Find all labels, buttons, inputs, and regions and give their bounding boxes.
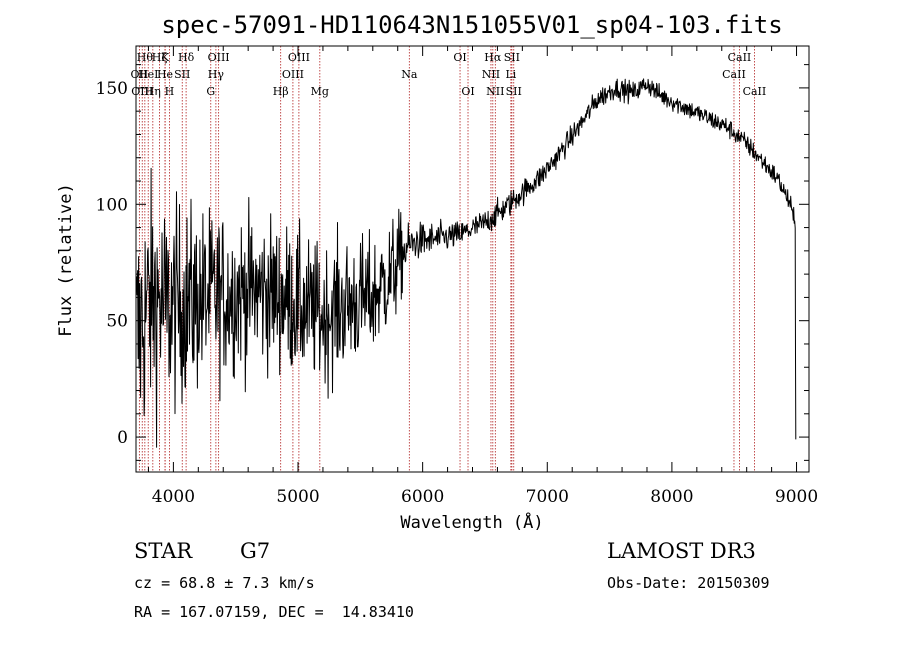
spectral-line-label: Mg: [311, 85, 329, 98]
spectral-line-label: OIII: [288, 51, 310, 64]
obs-date: Obs-Date: 20150309: [607, 574, 770, 592]
spectral-line-label: SII: [506, 85, 522, 98]
spectral-line-label: Hθ: [137, 51, 154, 64]
spectral-line-label: SII: [174, 68, 190, 81]
spectral-line-label: HeI: [138, 68, 158, 81]
chart-title: spec-57091-HD110643N151055V01_sp04-103.f…: [161, 11, 782, 39]
spectral-line-label: SII: [504, 51, 520, 64]
y-axis-label: Flux (relative): [56, 183, 76, 337]
spectral-line-label: NII: [486, 85, 504, 98]
x-axis-label: Wavelength (Å): [400, 511, 543, 533]
x-tick-label: 9000: [775, 487, 818, 507]
spectral-line-label: Hβ: [273, 85, 289, 98]
spectral-line-label: Hη: [145, 85, 161, 98]
object-type: STAR: [134, 539, 193, 563]
spectral-line-label: CaII: [728, 51, 752, 64]
y-tick-label: 100: [96, 195, 128, 215]
spectral-line-label: OIII: [282, 68, 304, 81]
x-tick-label: 6000: [401, 487, 444, 507]
spectral-line-label: Li: [505, 68, 516, 81]
survey-name: LAMOST DR3: [607, 539, 756, 563]
spectral-line-label: He: [157, 68, 173, 81]
spectral-line-label: Na: [401, 68, 418, 81]
redshift-cz: cz = 68.8 ± 7.3 km/s: [134, 574, 315, 592]
spectral-line-labels: OII OIII Hθ HeI Hη HζK He H SII Hδ G Hγ OIII Hβ OIII OI…: [131, 51, 767, 98]
spectral-line-label: K: [161, 51, 170, 64]
spectral-line-label: OIII: [208, 51, 230, 64]
x-tick-label: 5000: [276, 487, 319, 507]
spectral-line-label: OI: [461, 85, 474, 98]
x-tick-label: 4000: [152, 487, 195, 507]
subclass: G7: [240, 539, 271, 563]
spectral-line-markers: [138, 46, 755, 472]
spectral-line-label: CaII: [722, 68, 746, 81]
spectral-line-label: Hα: [484, 51, 502, 64]
spectral-line-label: G: [206, 85, 215, 98]
y-tick-label: 150: [96, 79, 128, 99]
y-axis-ticks: 0 50 100 150: [96, 64, 809, 461]
x-tick-label: 8000: [650, 487, 693, 507]
spectral-line-label: H: [165, 85, 175, 98]
spectral-line-label: Hζ: [152, 51, 168, 64]
spectral-line-label: CaII: [743, 85, 767, 98]
spectral-line-label: OI: [453, 51, 466, 64]
spectral-line-label: NII: [482, 68, 500, 81]
y-tick-label: 50: [106, 312, 128, 332]
x-axis-ticks: 4000 5000 6000 7000 8000 9000: [147, 46, 818, 507]
spectral-line-label: OII: [131, 68, 149, 81]
spectral-line-label: Hγ: [208, 68, 225, 81]
coordinates: RA = 167.07159, DEC = 14.83410: [134, 603, 414, 621]
x-tick-label: 7000: [526, 487, 569, 507]
flux-spectrum-line: [136, 78, 797, 448]
plot-frame: [135, 45, 810, 473]
spectral-line-label: Hδ: [178, 51, 195, 64]
y-tick-label: 0: [117, 428, 128, 448]
